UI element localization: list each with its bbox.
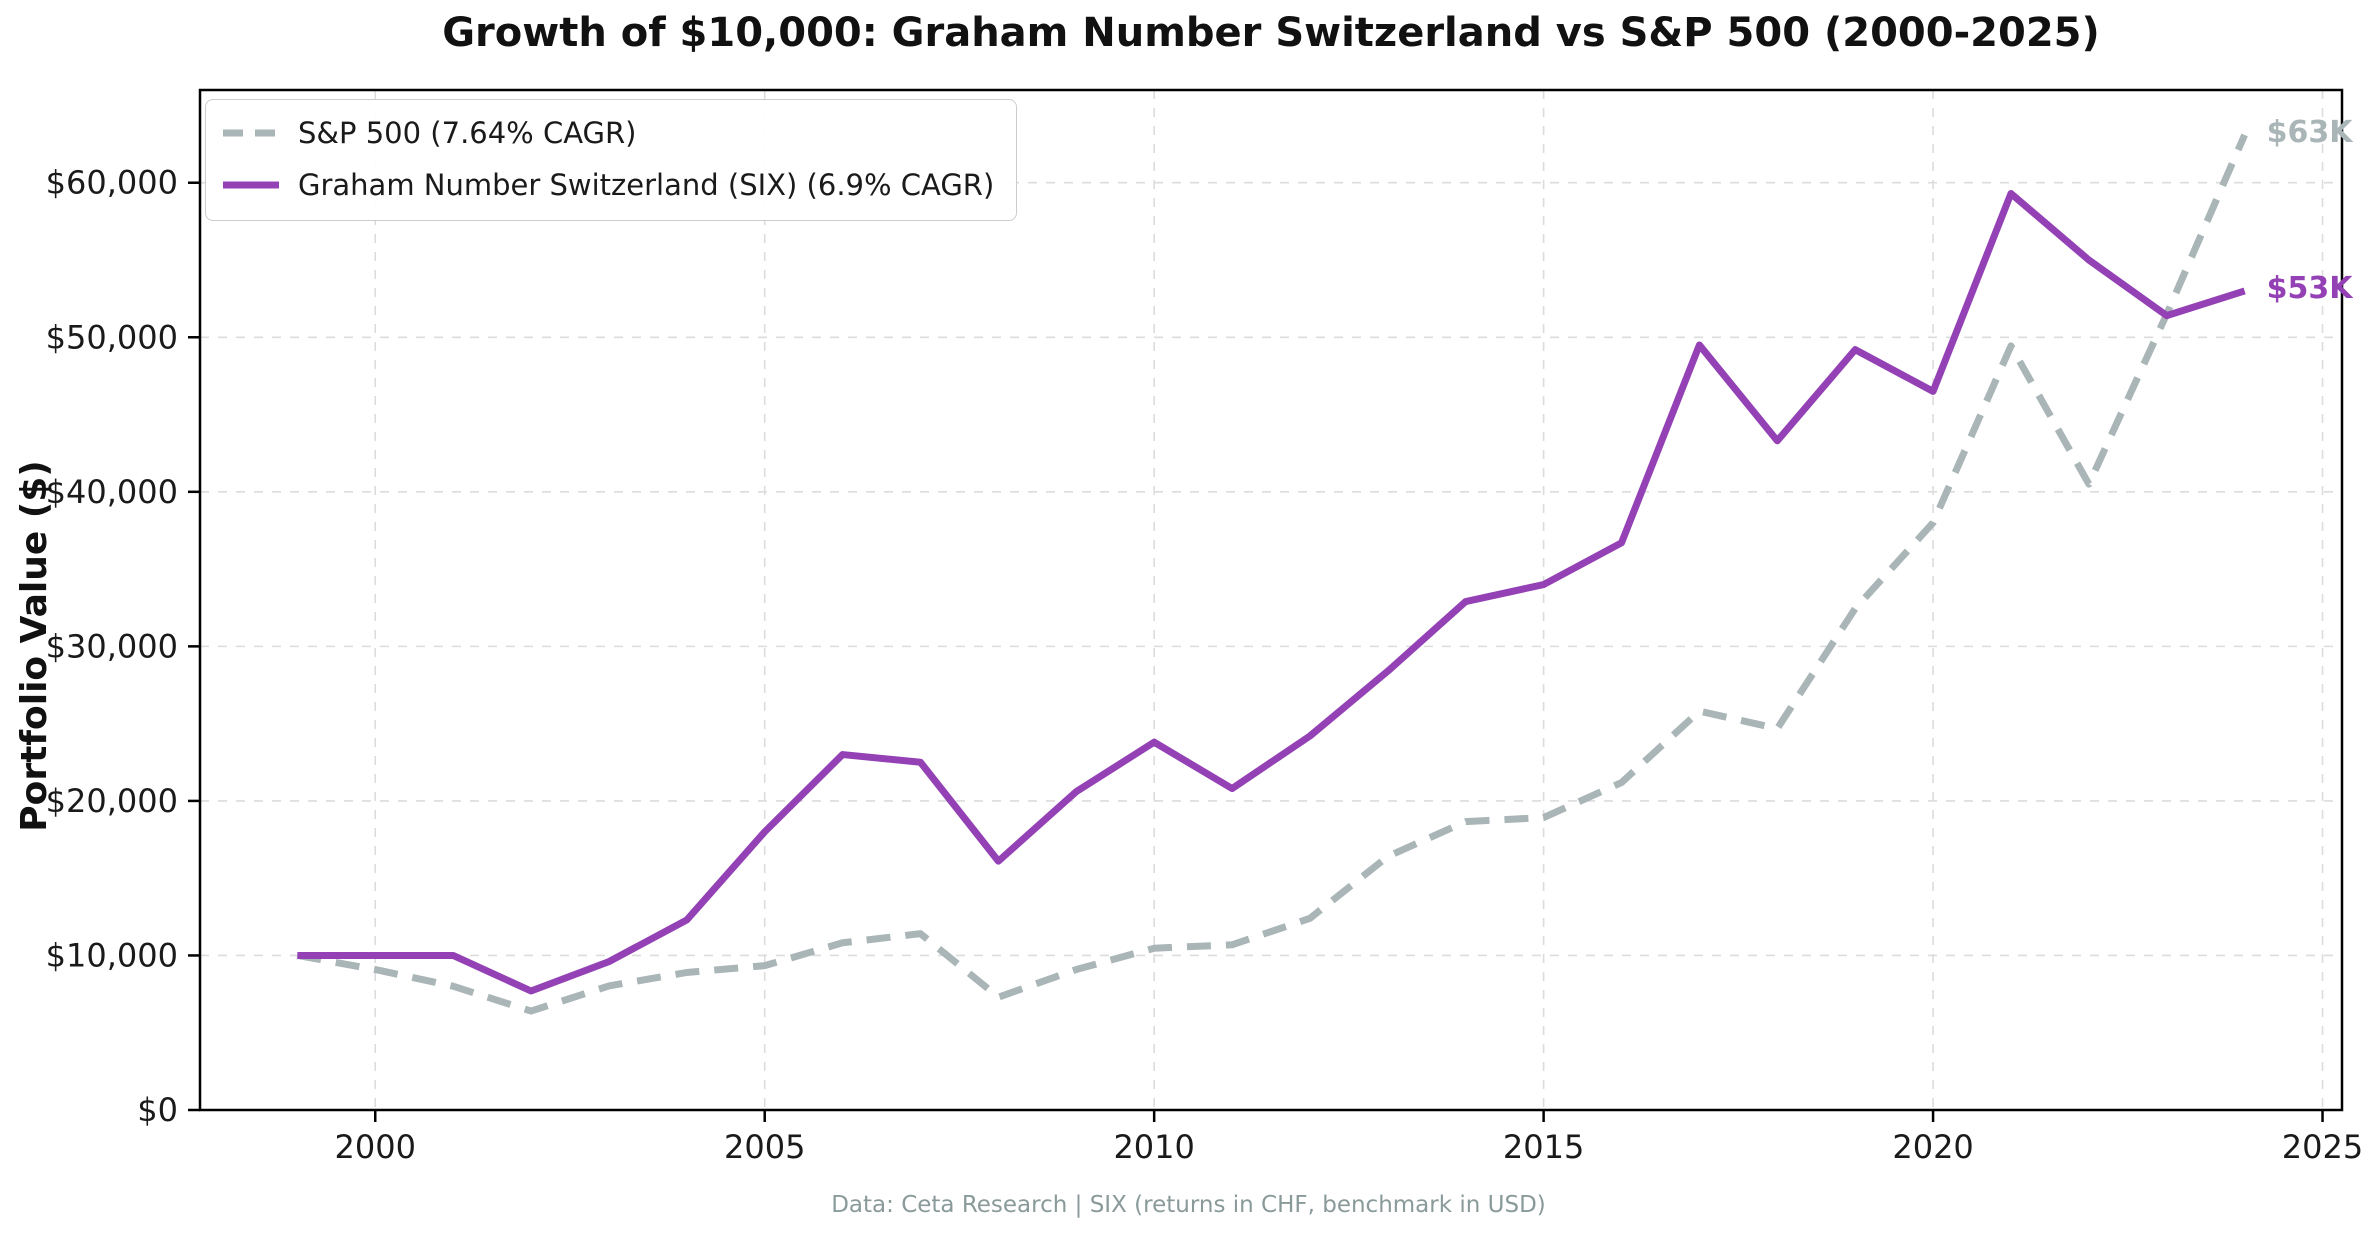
y-tick-label: $30,000 <box>46 627 178 665</box>
end-value-annotation-sp500: $63K <box>2266 114 2353 150</box>
y-axis-label-text: Portfolio Value ($) <box>14 460 55 832</box>
series-line-sp500 <box>296 133 2248 1015</box>
legend-row-sp500: S&P 500 (7.64% CAGR) <box>222 112 994 154</box>
y-tick-label: $20,000 <box>46 782 178 820</box>
y-tick-label: $10,000 <box>46 936 178 974</box>
x-tick-label: 2025 <box>2282 1128 2363 1166</box>
legend-label-graham: Graham Number Switzerland (SIX) (6.9% CA… <box>298 168 995 202</box>
x-tick-label: 2015 <box>1503 1128 1584 1166</box>
x-tick-label: 2000 <box>335 1128 416 1166</box>
x-tick-label: 2020 <box>1892 1128 1973 1166</box>
legend-row-graham: Graham Number Switzerland (SIX) (6.9% CA… <box>222 164 994 206</box>
legend: S&P 500 (7.64% CAGR) Graham Number Switz… <box>205 99 1018 221</box>
chart-title: Growth of $10,000: Graham Number Switzer… <box>442 10 2100 56</box>
legend-label-sp500: S&P 500 (7.64% CAGR) <box>298 116 637 150</box>
y-tick-label: $50,000 <box>46 318 178 356</box>
y-axis-label: Portfolio Value ($) <box>14 275 55 831</box>
y-tick-label: $40,000 <box>46 473 178 511</box>
series-line-graham <box>297 190 2246 995</box>
x-tick-label: 2005 <box>724 1128 805 1166</box>
x-tick-label: 2010 <box>1113 1128 1194 1166</box>
end-value-annotation-graham: $53K <box>2266 270 2353 306</box>
graham-solid-line-sample-icon <box>223 181 279 189</box>
plot-spines <box>198 88 2344 1112</box>
y-tick-label: $60,000 <box>46 164 178 202</box>
footer-note: Data: Ceta Research | SIX (returns in CH… <box>831 1192 1546 1218</box>
y-tick-label: $0 <box>137 1091 178 1129</box>
sp500-dashed-line-sample-icon <box>223 129 279 137</box>
